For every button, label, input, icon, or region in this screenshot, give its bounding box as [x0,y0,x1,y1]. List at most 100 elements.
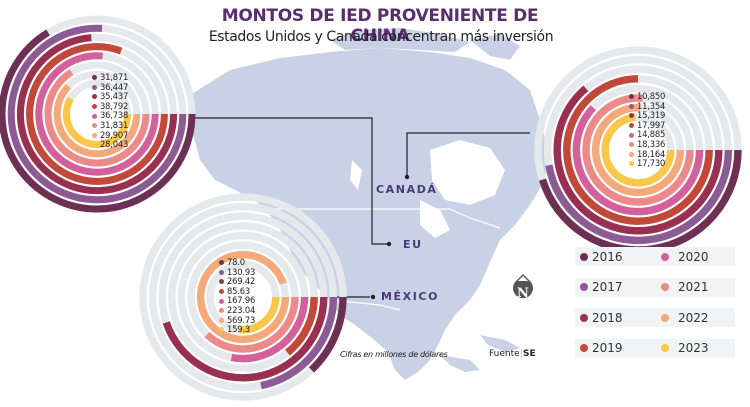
legend-item-2019: 2019 [575,341,655,355]
ring-bar-2018 [16,34,178,195]
map-borders [262,208,501,311]
footnote-units: Cifras en millones de dólares [340,350,448,359]
value-row: 167.96 [219,296,255,306]
ring-bar-2022 [53,83,141,158]
legend-dot-icon [661,252,669,261]
ring-bar-2019 [563,75,713,225]
legend-dot-icon [661,344,669,352]
value-row: 78.0 [219,257,255,268]
color-dot-icon [629,142,634,148]
color-dot-icon [92,75,97,81]
value-row: 29,907 [92,129,129,141]
value-label: 11,354 [637,100,666,111]
legend-dot-icon [580,283,588,291]
ring-bar-2017 [260,296,338,390]
color-dot-icon [219,269,224,275]
value-label: 269.42 [227,276,256,287]
color-dot-icon [219,260,224,266]
value-row: 36,447 [92,81,129,93]
ring-bar-2023 [239,296,280,334]
legend-label: 2020 [678,249,709,264]
value-row: 28,043 [92,140,128,150]
legend-label: 2016 [592,249,623,264]
value-row: 18,336 [629,139,665,150]
legend-row: 2019 2023 [575,338,735,358]
color-dot-icon [629,151,634,157]
ring-bar-2022 [196,250,290,344]
ring-bar-2020 [35,52,159,176]
value-row: 31,831 [92,119,129,131]
value-row: 569.73 [219,314,256,326]
color-dot-icon [219,308,224,314]
value-label: 130.93 [227,266,256,277]
legend-dot-icon [580,313,588,322]
legend-label: 2019 [592,341,623,355]
legend: 2016 2020 2017 2021 2018 2022 2019 2023 [575,247,735,369]
value-row: 14,885 [629,130,665,140]
legend-label: 2022 [678,310,709,325]
color-dot-icon [629,132,634,138]
color-dot-icon [92,84,97,90]
ring-bar-2020 [230,296,309,363]
value-row: 36,738 [92,111,128,121]
value-label: 10,850 [637,91,666,101]
value-row: 18,164 [629,148,666,160]
ring-bar-2016 [308,296,347,373]
radial-chart-mexico [139,193,347,401]
value-label: 31,831 [100,119,129,130]
color-dot-icon [219,327,224,333]
value-label: 167.96 [227,295,256,306]
value-label: 36,738 [100,110,129,121]
country-label-eu: EU [403,238,423,251]
value-row: 10,850 [629,91,666,102]
legend-label: 2018 [592,310,623,325]
ring-bar-2021 [44,69,150,167]
value-row: 11,354 [629,100,666,112]
value-row: 130.93 [219,266,256,278]
ring-bar-2020 [572,105,704,216]
values-list-mexico: 78.0 130.93 269.42 85.63 167.96 223.04 569.73 1… [219,257,256,335]
ring-bar-2018 [553,85,723,235]
value-row: 38,792 [92,100,129,112]
value-label: 85.63 [227,285,250,296]
value-label: 17,997 [637,119,666,130]
ring-bar-2022 [591,103,685,197]
values-list-eu: 31,871 36,447 35,437 38,792 36,738 31,831 29,9… [92,72,129,150]
ring-bar-2023 [62,96,132,149]
color-dot-icon [92,132,97,138]
value-row: 269.42 [219,277,255,287]
value-row: 15,319 [629,111,665,121]
radial-chart-eu [0,15,196,213]
value-label: 569.73 [227,314,256,325]
leader-dots [370,174,410,300]
value-row: 223.04 [219,305,255,316]
ring-bar-2023 [601,113,675,187]
ring-bar-2017 [545,149,733,245]
value-label: 35,437 [100,91,129,102]
value-label: 29,907 [100,129,129,140]
ring-bar-2016 [0,29,196,213]
value-label: 36,447 [100,81,129,92]
legend-label: 2021 [678,280,709,294]
publisher-logo-icon: N [513,274,533,301]
legend-row: 2018 2022 [575,308,735,327]
value-row: 85.63 [219,285,255,297]
value-label: 17,730 [637,158,666,169]
value-row: 17,730 [629,159,665,169]
color-dot-icon [92,94,97,100]
value-label: 14,885 [637,129,666,140]
value-row: 159.3 [219,325,255,335]
color-dot-icon [92,113,97,119]
value-label: 15,319 [637,110,666,121]
value-label: 159.3 [227,324,250,335]
ring-bar-2021 [582,94,694,206]
country-label-mexico: MÉXICO [381,290,440,303]
legend-item-2016: 2016 [575,250,655,264]
color-dot-icon [629,94,634,100]
value-label: 38,792 [100,100,129,111]
color-dot-icon [92,104,97,110]
legend-dot-icon [580,252,588,261]
ring-bar-2021 [204,296,299,353]
legend-item-2021: 2021 [655,280,735,294]
value-label: 18,164 [637,148,666,159]
